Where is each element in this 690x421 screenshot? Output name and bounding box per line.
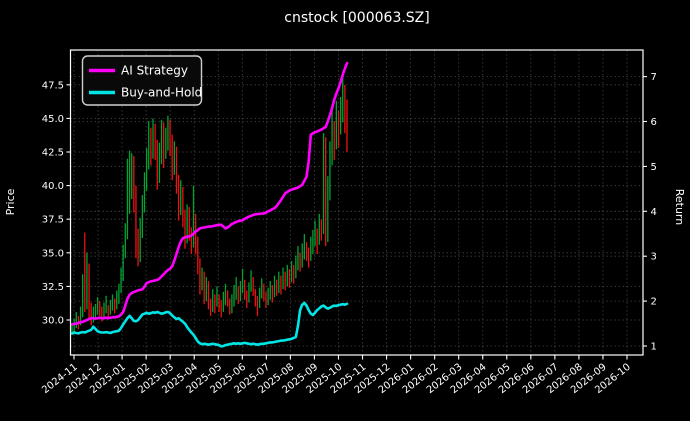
price-tick-label: 45.0 <box>42 114 64 125</box>
return-tick-label: 1 <box>651 342 657 353</box>
return-axis-label: Return <box>673 189 686 226</box>
return-tick-label: 4 <box>651 207 657 218</box>
price-axis-label: Price <box>4 188 17 215</box>
return-tick-label: 5 <box>651 162 657 173</box>
price-tick-label: 42.5 <box>42 148 64 159</box>
price-tick-label: 37.5 <box>42 215 64 226</box>
buy-and-hold-legend-label: Buy-and-Hold <box>121 86 202 100</box>
return-tick-label: 7 <box>651 72 657 83</box>
price-tick-label: 32.5 <box>42 282 64 293</box>
buy-and-hold-line <box>70 301 349 348</box>
return-tick-label: 2 <box>651 297 657 308</box>
plot-border <box>69 49 644 356</box>
candlesticks <box>71 72 348 335</box>
price-tick-label: 40.0 <box>42 181 64 192</box>
strategy-lines <box>70 61 349 348</box>
return-tick-label: 6 <box>651 117 657 128</box>
price-tick-label: 47.5 <box>42 80 64 91</box>
legend: AI Strategy Buy-and-Hold <box>81 55 202 106</box>
axis-ticks: 30.032.535.037.540.042.545.047.512345672… <box>40 72 657 396</box>
ai-strategy-line <box>70 61 349 326</box>
return-tick-label: 3 <box>651 252 657 263</box>
ai-strategy-legend-label: AI Strategy <box>121 64 188 78</box>
gridlines <box>70 50 643 355</box>
price-tick-label: 30.0 <box>42 316 64 327</box>
price-tick-label: 35.0 <box>42 248 64 259</box>
chart-title: cnstock [000063.SZ] <box>284 10 429 26</box>
